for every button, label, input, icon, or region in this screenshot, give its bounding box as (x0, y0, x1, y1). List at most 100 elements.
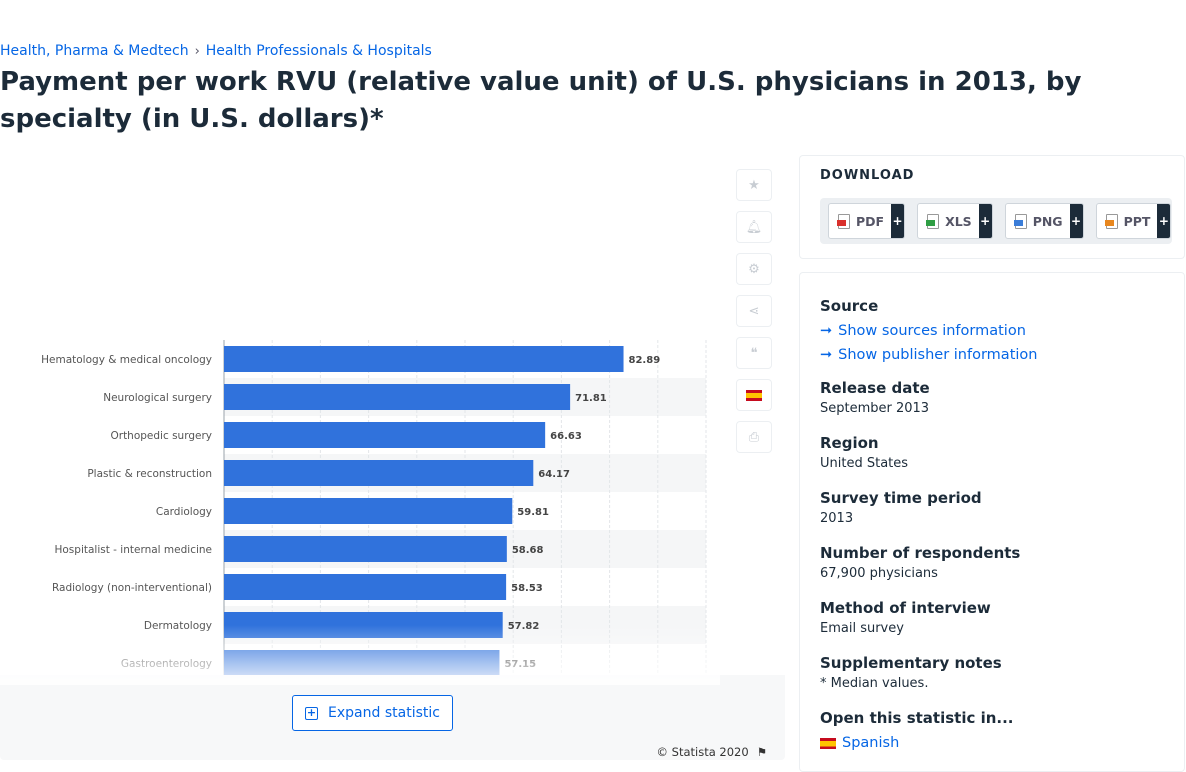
survey-value: 2013 (820, 511, 854, 526)
value-label: 58.53 (511, 583, 543, 594)
release-section: Release date September 2013 (820, 379, 930, 416)
ppt-plus: + (1157, 204, 1171, 238)
show-publisher-label: Show publisher information (838, 347, 1038, 363)
method-heading: Method of interview (820, 599, 991, 617)
statistic-info-card: Source ➞ Show sources information ➞ Show p… (799, 272, 1185, 772)
page-title: Payment per work RVU (relative value uni… (0, 67, 1082, 134)
category-label: Hematology & medical oncology (41, 354, 212, 366)
show-sources-label: Show sources information (838, 323, 1026, 339)
notes-section: Supplementary notes * Median values. (820, 654, 1002, 691)
survey-heading: Survey time period (820, 489, 982, 507)
category-label: Gastroenterology (121, 658, 212, 670)
pdf-file-icon (837, 213, 850, 229)
arrow-right-icon: ➞ (820, 323, 833, 339)
flag-report-icon[interactable]: ⚑ (756, 745, 767, 759)
chart-card: Hematology & medical oncology 82.89 Neurol… (0, 155, 785, 760)
region-heading: Region (820, 434, 879, 452)
value-label: 71.81 (575, 393, 607, 404)
source-section: Source ➞ Show sources information ➞ Show p… (820, 297, 1037, 367)
value-label: 59.81 (517, 507, 549, 518)
survey-section: Survey time period 2013 (820, 489, 982, 526)
value-label: 57.82 (508, 621, 540, 632)
category-label: Orthopedic surgery (110, 430, 212, 442)
share-icon[interactable]: ⋖ (736, 295, 772, 327)
xls-file-icon (926, 213, 940, 229)
download-card: DOWNLOAD PDF + XLS + PNG + PPT + (799, 155, 1185, 259)
category-label: Plastic & reconstruction (87, 468, 212, 480)
category-label: Hospitalist - internal medicine (54, 544, 212, 556)
region-value: United States (820, 456, 909, 471)
show-publisher-link[interactable]: ➞ Show publisher information (820, 343, 1037, 367)
source-heading: Source (820, 297, 879, 315)
pdf-plus: + (891, 204, 905, 238)
bar (224, 536, 507, 562)
spanish-flag-icon[interactable] (736, 379, 772, 411)
notes-value: * Median values. (820, 676, 929, 691)
respondents-section: Number of respondents 67,900 physicians (820, 544, 1020, 581)
bar (224, 498, 513, 524)
breadcrumb-link-health[interactable]: Health, Pharma & Medtech (0, 43, 189, 59)
category-label: Neurological surgery (103, 392, 212, 404)
chart-toolbar: ★ 🔔︎ ⚙ ⋖ ❝ ⎙ (736, 169, 772, 453)
download-ppt-button[interactable]: PPT + (1095, 203, 1172, 239)
download-title: DOWNLOAD (820, 168, 915, 183)
value-label: 58.68 (512, 545, 544, 556)
xls-label: XLS (945, 213, 972, 229)
download-pdf-button[interactable]: PDF + (828, 203, 906, 239)
gear-icon[interactable]: ⚙ (736, 253, 772, 285)
chart-area: Hematology & medical oncology 82.89 Neurol… (0, 155, 785, 685)
respondents-value: 67,900 physicians (820, 566, 938, 581)
quote-icon[interactable]: ❝ (736, 337, 772, 369)
bell-icon[interactable]: 🔔︎ (736, 211, 772, 243)
expand-statistic-button[interactable]: + Expand statistic (292, 695, 453, 731)
ppt-label: PPT (1123, 213, 1151, 229)
bar (224, 650, 500, 675)
respondents-heading: Number of respondents (820, 544, 1021, 562)
show-sources-link[interactable]: ➞ Show sources information (820, 319, 1037, 343)
notes-heading: Supplementary notes (820, 654, 1002, 672)
open-in-heading: Open this statistic in... (820, 709, 1014, 727)
xls-plus: + (978, 204, 992, 238)
breadcrumb: Health, Pharma & Medtech › Health Profes… (0, 43, 432, 59)
open-spanish-label: Spanish (842, 735, 900, 751)
breadcrumb-link-professionals[interactable]: Health Professionals & Hospitals (205, 43, 432, 59)
ppt-file-icon (1104, 213, 1118, 229)
release-value: September 2013 (820, 401, 930, 416)
category-label: Dermatology (144, 620, 212, 632)
download-png-button[interactable]: PNG + (1004, 203, 1084, 239)
bar (224, 422, 546, 448)
bar-chart: Hematology & medical oncology 82.89 Neurol… (41, 340, 707, 675)
open-in-section: Open this statistic in... Spanish (820, 709, 1014, 755)
star-icon[interactable]: ★ (736, 169, 772, 201)
expand-statistic-label: Expand statistic (328, 705, 440, 721)
category-label: Radiology (non-interventional) (52, 582, 212, 594)
pdf-label: PDF (856, 213, 885, 229)
value-label: 57.15 (504, 659, 536, 670)
open-spanish-link[interactable]: Spanish (820, 731, 1014, 755)
bar (224, 574, 507, 600)
breadcrumb-separator: › (194, 43, 200, 59)
bar (224, 346, 624, 372)
plus-box-icon: + (305, 705, 319, 720)
value-label: 64.17 (538, 469, 570, 480)
spanish-flag-icon (820, 737, 836, 749)
arrow-right-icon: ➞ (820, 347, 833, 363)
bar (224, 460, 534, 486)
method-section: Method of interview Email survey (820, 599, 991, 636)
category-label: Cardiology (156, 506, 212, 518)
value-label: 82.89 (629, 355, 661, 366)
bar (224, 612, 503, 638)
print-icon[interactable]: ⎙ (736, 421, 772, 453)
png-plus: + (1069, 204, 1083, 238)
download-button-row: PDF + XLS + PNG + PPT + (820, 198, 1172, 244)
method-value: Email survey (820, 621, 904, 636)
png-file-icon (1013, 213, 1027, 229)
copyright-text: © Statista 2020 (656, 745, 749, 759)
download-xls-button[interactable]: XLS + (917, 203, 993, 239)
png-label: PNG (1032, 213, 1063, 229)
copyright: © Statista 2020 ⚑ (657, 745, 768, 759)
value-label: 66.63 (550, 431, 582, 442)
region-section: Region United States (820, 434, 908, 471)
release-heading: Release date (820, 379, 930, 397)
bar (224, 384, 571, 410)
